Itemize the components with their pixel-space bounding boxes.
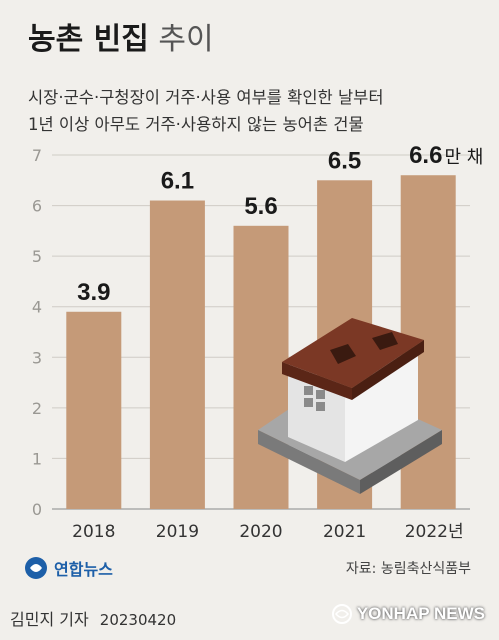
bar-chart: 0 1 2 3 4 5 6 7 3.9 2018 6.1 2019 5.6 2020 6.5 2021 6.6… — [32, 142, 483, 542]
house-wall-side — [345, 350, 418, 462]
window-pane — [304, 386, 313, 395]
roof-hole — [372, 332, 398, 350]
yonhap-globe-icon — [25, 557, 47, 579]
chart-title-main: 농촌 빈집 — [28, 22, 149, 57]
window-pane — [316, 402, 325, 411]
x-tick-label: 2022년 — [405, 522, 464, 542]
y-tick-label: 2 — [32, 399, 42, 418]
x-tick-label: 2020 — [239, 522, 282, 542]
x-tick-label: 2018 — [72, 522, 115, 542]
y-tick-label: 4 — [32, 298, 42, 317]
bar-2018 — [66, 311, 122, 509]
data-source: 자료: 농림축산식품부 — [345, 561, 471, 577]
bar-2019 — [149, 200, 205, 509]
y-tick-label: 1 — [32, 449, 42, 468]
house-base-right — [360, 430, 442, 494]
y-tick-label: 0 — [32, 500, 42, 519]
agency-name: YONHAP NEWS — [356, 604, 485, 623]
data-label-2022: 6.6 만 채 — [409, 142, 483, 169]
reporter-name: 김민지 기자 — [10, 610, 89, 629]
y-tick-label: 5 — [32, 247, 42, 266]
agency-watermark: YONHAP NEWS — [331, 603, 485, 625]
data-label-2018: 3.9 — [77, 279, 110, 306]
chart-subtitle: 시장·군수·구청장이 거주·사용 여부를 확인한 날부터 1년 이상 아무도 거… — [28, 84, 384, 138]
house-roof-edge-side — [352, 340, 424, 400]
x-tick-label: 2019 — [156, 522, 199, 542]
roof-hole — [330, 344, 356, 364]
house-roof-edge — [282, 362, 352, 400]
subtitle-line-2: 1년 이상 아무도 거주·사용하지 않는 농어촌 건물 — [28, 115, 364, 134]
chart-title: 농촌 빈집 추이 — [28, 22, 214, 58]
chart-title-suffix: 추이 — [158, 22, 214, 57]
data-label-2021: 6.5 — [328, 147, 361, 174]
publish-date: 20230420 — [99, 611, 177, 629]
house-base-left — [258, 430, 360, 494]
yonhap-logo: 연합뉴스 — [24, 556, 113, 580]
byline: 김민지 기자 20230420 — [10, 606, 176, 630]
y-tick-label: 3 — [32, 348, 42, 367]
bar-2020 — [233, 225, 289, 510]
window-pane — [316, 390, 325, 399]
y-tick-label: 7 — [32, 146, 42, 165]
window-pane — [304, 398, 313, 407]
logo-text: 연합뉴스 — [54, 560, 113, 579]
x-tick-label: 2021 — [323, 522, 366, 542]
agency-globe-icon — [331, 604, 352, 624]
data-label-2020: 5.6 — [244, 193, 277, 220]
y-tick-label: 6 — [32, 197, 42, 216]
house-wall-front — [288, 373, 345, 462]
subtitle-line-1: 시장·군수·구청장이 거주·사용 여부를 확인한 날부터 — [28, 88, 384, 107]
data-label-2019: 6.1 — [161, 168, 194, 195]
house-illustration — [258, 318, 442, 494]
value-unit: 만 채 — [444, 147, 483, 168]
